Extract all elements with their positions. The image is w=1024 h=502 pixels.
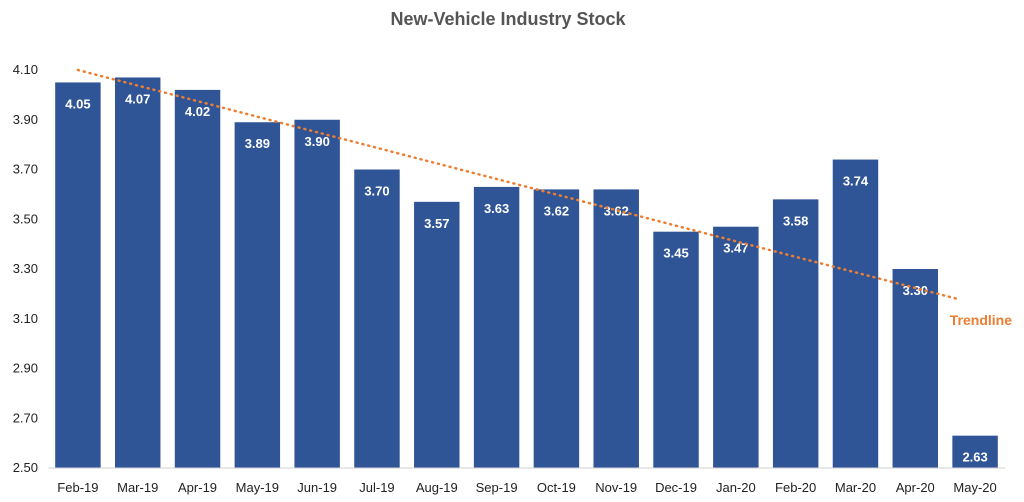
y-axis: 4.10 3.90 3.70 3.50 3.30 3.10 2.90 2.70 2.50: [13, 62, 38, 475]
bar: [653, 231, 699, 468]
data-label: 3.62: [544, 203, 569, 218]
data-label: 4.05: [65, 96, 90, 111]
data-label: 3.45: [663, 246, 688, 261]
data-label: 3.30: [903, 283, 928, 298]
trendline-label: Trendline: [950, 312, 1012, 328]
x-tick-label: Jul-19: [359, 480, 394, 495]
data-label: 4.02: [185, 104, 210, 119]
x-tick-label: Feb-19: [57, 480, 98, 495]
x-tick-label: Aug-19: [416, 480, 458, 495]
bar: [832, 159, 879, 469]
bar: [114, 77, 161, 469]
y-tick-label: 3.10: [13, 311, 38, 326]
bar: [892, 269, 939, 468]
bar: [533, 189, 580, 468]
x-tick-label: Jan-20: [716, 480, 756, 495]
x-tick-label: Apr-20: [896, 480, 935, 495]
y-tick-label: 2.50: [13, 460, 38, 475]
bar: [593, 189, 639, 468]
data-labels: 4.05 4.07 4.02 3.89 3.90 3.70 3.57 3.63 3.62 3.62…: [65, 91, 988, 464]
x-tick-label: Oct-19: [537, 480, 576, 495]
x-tick-label: Mar-19: [117, 480, 158, 495]
bar: [414, 201, 460, 468]
y-tick-label: 2.90: [13, 361, 38, 376]
bar: [952, 435, 998, 468]
data-label: 4.07: [125, 91, 150, 106]
data-label: 3.89: [245, 136, 270, 151]
bar: [473, 186, 520, 468]
bars: [55, 77, 998, 469]
trendline-group: Trendline: [76, 68, 1012, 328]
bar: [772, 199, 819, 468]
bar: [174, 89, 221, 469]
x-tick-label: Nov-19: [595, 480, 637, 495]
chart-title: New-Vehicle Industry Stock: [390, 9, 626, 29]
data-label: 3.58: [783, 213, 808, 228]
x-axis: Feb-19 Mar-19 Apr-19 May-19 Jun-19 Jul-19 Aug-…: [48, 467, 1005, 495]
y-tick-label: 3.70: [13, 162, 38, 177]
bar: [55, 82, 101, 468]
data-label: 2.63: [962, 450, 987, 465]
x-tick-label: Feb-20: [775, 480, 816, 495]
data-label: 3.63: [484, 201, 509, 216]
x-tick-label: May-20: [953, 480, 996, 495]
x-tick-label: Sep-19: [476, 480, 518, 495]
bar: [294, 119, 340, 468]
data-label: 3.70: [364, 184, 389, 199]
y-tick-label: 4.10: [13, 62, 38, 77]
data-label: 3.62: [604, 203, 629, 218]
bar: [713, 226, 759, 468]
x-tick-label: Mar-20: [835, 480, 876, 495]
data-label: 3.90: [305, 134, 330, 149]
y-tick-label: 2.70: [13, 410, 38, 425]
y-tick-label: 3.50: [13, 211, 38, 226]
y-tick-label: 3.90: [13, 112, 38, 127]
x-tick-label: May-19: [236, 480, 279, 495]
bar: [234, 122, 281, 469]
data-label: 3.74: [843, 174, 869, 189]
x-tick-label: Jun-19: [297, 480, 337, 495]
data-label: 3.57: [424, 216, 449, 231]
data-label: 3.47: [723, 241, 748, 256]
x-tick-label: Apr-19: [178, 480, 217, 495]
x-tick-label: Dec-19: [655, 480, 697, 495]
trendline: [76, 68, 959, 301]
bar: [354, 169, 400, 468]
y-tick-label: 3.30: [13, 261, 38, 276]
